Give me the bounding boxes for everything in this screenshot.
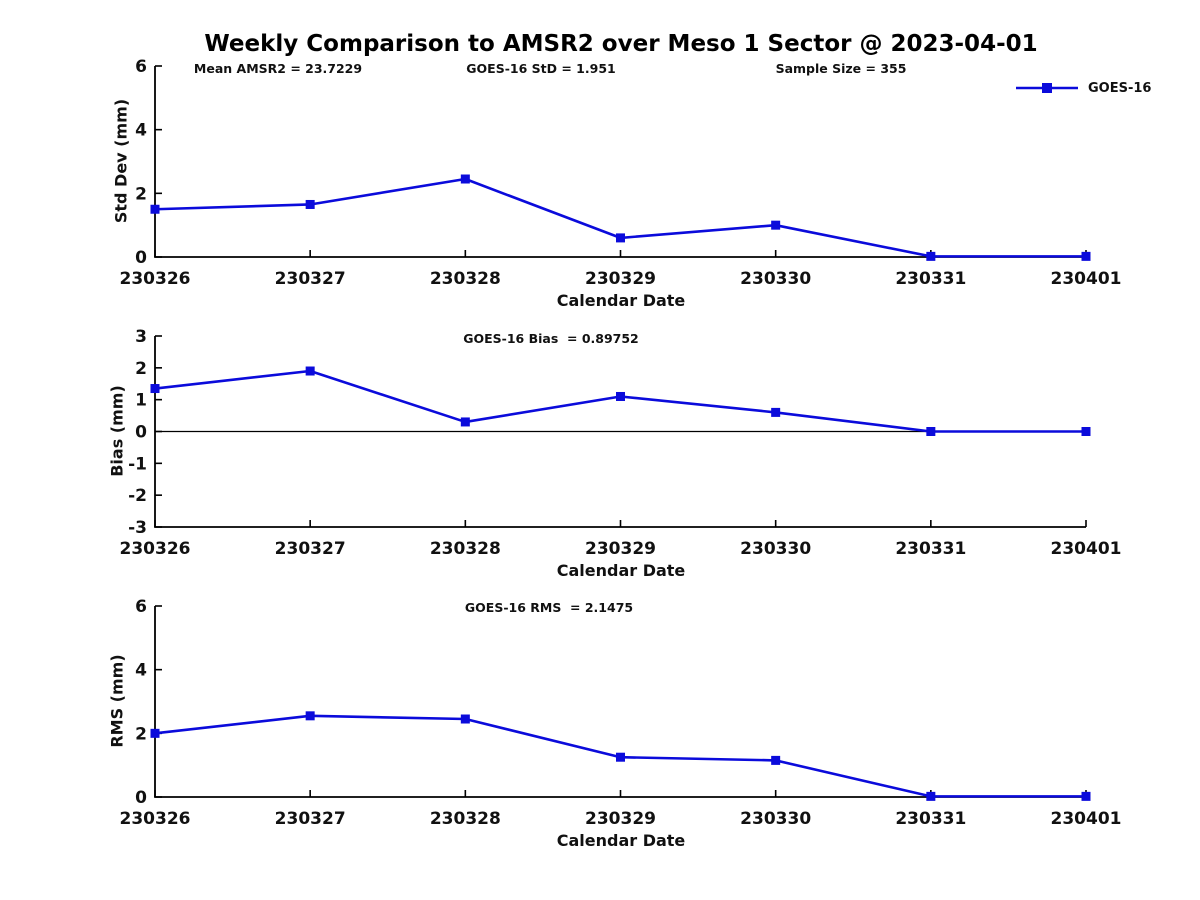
y-tick-label: 2 bbox=[135, 184, 147, 204]
x-tick-label: 230330 bbox=[740, 269, 811, 289]
data-marker bbox=[771, 407, 781, 417]
data-marker bbox=[305, 366, 315, 376]
y-tick-label: -1 bbox=[128, 454, 147, 474]
x-tick-label: 230328 bbox=[430, 269, 501, 289]
x-tick-label: 230328 bbox=[430, 539, 501, 559]
y-tick-label: 4 bbox=[135, 121, 147, 141]
y-axis-label-text: Bias (mm) bbox=[107, 385, 127, 477]
x-tick-label: 230331 bbox=[895, 539, 966, 559]
annotation-sample-size: Sample Size = 355 bbox=[775, 61, 907, 76]
y-tick-label: 6 bbox=[135, 597, 147, 617]
y-tick-label: 4 bbox=[135, 661, 147, 681]
x-axis-label-bottom: Calendar Date bbox=[556, 831, 686, 850]
y-tick-label: 2 bbox=[135, 359, 147, 379]
y-tick-label: 0 bbox=[135, 788, 147, 808]
data-marker bbox=[926, 427, 936, 436]
x-tick-label: 230329 bbox=[585, 539, 656, 559]
y-tick-label: 2 bbox=[135, 724, 147, 744]
y-tick-label: 1 bbox=[135, 391, 147, 411]
x-tick-label: 230401 bbox=[1051, 539, 1122, 559]
data-marker bbox=[616, 752, 625, 762]
x-tick-label: 230327 bbox=[275, 269, 346, 289]
annotation-mean-amsr2: Mean AMSR2 = 23.7229 bbox=[193, 61, 363, 76]
y-axis-label-text: RMS (mm) bbox=[107, 654, 127, 748]
y-tick-label: 6 bbox=[135, 57, 147, 77]
x-tick-label: 230330 bbox=[740, 809, 811, 829]
data-line-GOES-16 bbox=[154, 177, 1086, 258]
legend: GOES-16 bbox=[1014, 80, 1151, 96]
x-tick-label: 230328 bbox=[430, 809, 501, 829]
x-tick-label: 230327 bbox=[275, 539, 346, 559]
data-marker bbox=[460, 417, 470, 427]
data-marker bbox=[305, 711, 315, 721]
x-tick-label: 230326 bbox=[120, 539, 191, 559]
data-marker bbox=[926, 251, 936, 261]
data-marker bbox=[616, 391, 625, 401]
legend-label: GOES-16 bbox=[1088, 80, 1152, 96]
data-marker bbox=[926, 791, 936, 801]
annotation-goes16-rms: GOES-16 RMS = 2.1475 bbox=[464, 600, 634, 615]
data-marker bbox=[305, 199, 315, 209]
data-line-GOES-16 bbox=[154, 369, 1086, 433]
data-marker bbox=[771, 755, 781, 765]
y-tick-label: -3 bbox=[128, 518, 147, 538]
y-axis-label-text: Std Dev (mm) bbox=[111, 98, 131, 224]
data-marker bbox=[150, 204, 160, 214]
data-marker bbox=[616, 233, 625, 243]
data-marker bbox=[771, 220, 781, 230]
y-tick-label: 0 bbox=[135, 423, 147, 443]
data-marker bbox=[1081, 251, 1091, 261]
x-tick-label: 230401 bbox=[1051, 269, 1122, 289]
data-marker bbox=[150, 728, 160, 738]
x-axis-label-top: Calendar Date bbox=[556, 291, 686, 310]
x-tick-label: 230331 bbox=[895, 809, 966, 829]
y-tick-label: 0 bbox=[135, 248, 147, 268]
data-marker bbox=[460, 174, 470, 184]
chart-std-dev: 0 2 4 6 230326 230327 230328 230329 230330 230331… bbox=[120, 57, 1122, 289]
data-marker bbox=[1081, 427, 1091, 436]
x-tick-label: 230330 bbox=[740, 539, 811, 559]
x-axis-label-middle: Calendar Date bbox=[556, 561, 686, 580]
x-tick-label: 230326 bbox=[120, 269, 191, 289]
x-tick-label: 230329 bbox=[585, 269, 656, 289]
x-tick-label: 230327 bbox=[275, 809, 346, 829]
y-tick-label: -2 bbox=[128, 486, 147, 506]
x-tick-label: 230401 bbox=[1051, 809, 1122, 829]
y-tick-label: 3 bbox=[135, 327, 147, 347]
legend-line-marker-icon bbox=[1016, 83, 1078, 93]
data-marker bbox=[150, 384, 160, 394]
page-title: Weekly Comparison to AMSR2 over Meso 1 S… bbox=[204, 31, 1038, 57]
data-marker bbox=[460, 714, 470, 724]
x-tick-label: 230329 bbox=[585, 809, 656, 829]
chart-rms: 0 2 4 6 230326 230327 230328 230329 230330 230331… bbox=[120, 597, 1122, 829]
annotation-goes16-std: GOES-16 StD = 1.951 bbox=[466, 61, 616, 76]
x-tick-label: 230331 bbox=[895, 269, 966, 289]
annotation-goes16-bias: GOES-16 Bias = 0.89752 bbox=[463, 331, 639, 346]
data-marker bbox=[1081, 791, 1091, 801]
x-tick-label: 230326 bbox=[120, 809, 191, 829]
